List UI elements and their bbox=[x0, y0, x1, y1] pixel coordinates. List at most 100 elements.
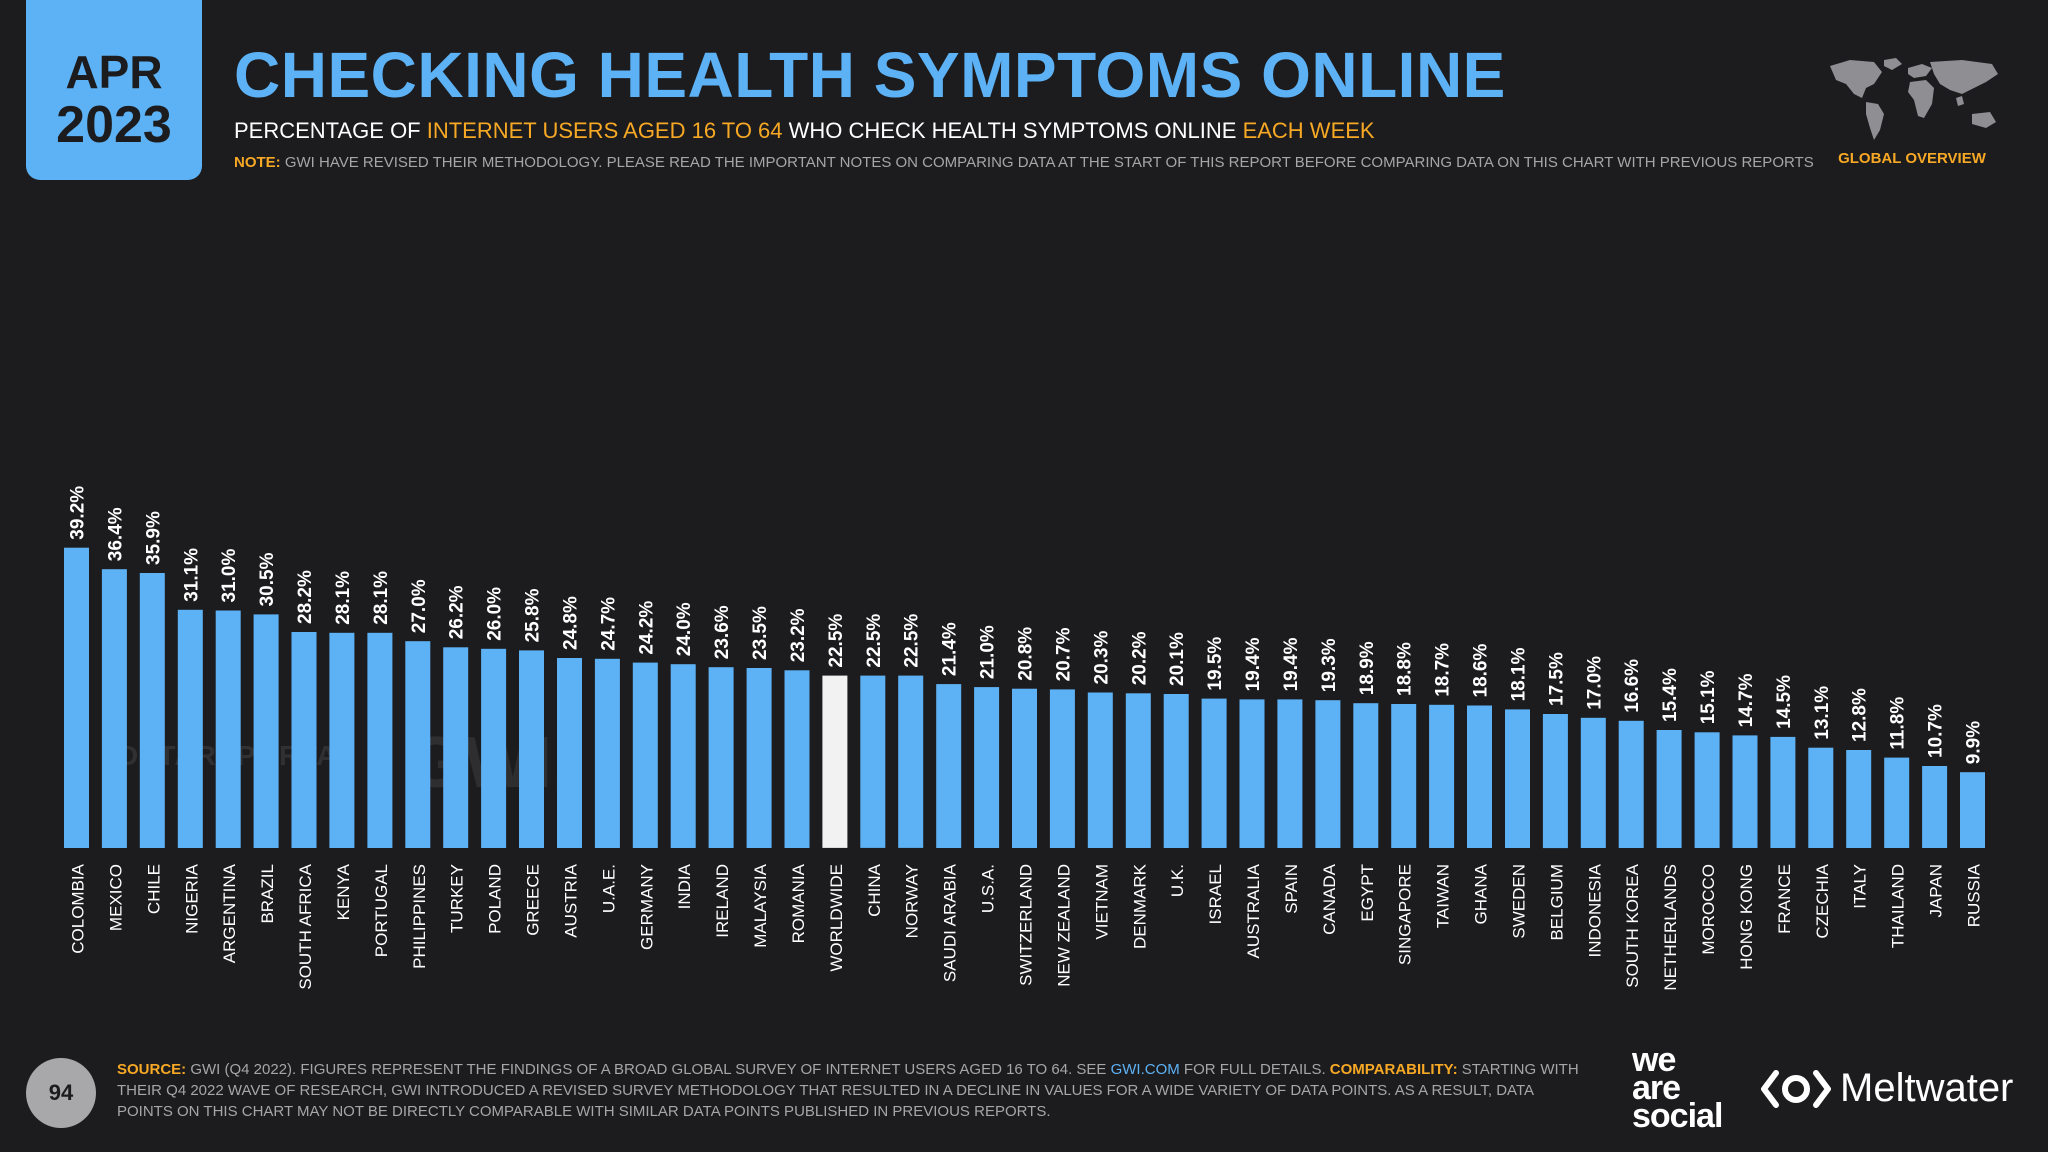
region-label: GLOBAL OVERVIEW bbox=[1838, 150, 1986, 167]
value-label: 10.7% bbox=[1926, 704, 1947, 758]
category-label: SAUDI ARABIA bbox=[941, 863, 960, 982]
bar-switzerland bbox=[1012, 688, 1037, 848]
value-label: 20.2% bbox=[1129, 631, 1150, 685]
category-label: ARGENTINA bbox=[220, 863, 239, 963]
value-label: 18.7% bbox=[1433, 643, 1454, 697]
category-label: COLOMBIA bbox=[69, 863, 88, 953]
category-label: NIGERIA bbox=[182, 863, 201, 934]
bar-sweden bbox=[1505, 709, 1530, 848]
value-label: 31.0% bbox=[219, 549, 240, 603]
category-label: GHANA bbox=[1472, 863, 1491, 924]
value-label: 15.4% bbox=[1660, 668, 1681, 722]
bar-greece bbox=[519, 650, 544, 848]
report-year: 2023 bbox=[56, 96, 172, 154]
bar-singapore bbox=[1391, 704, 1417, 848]
bar-taiwan bbox=[1429, 704, 1455, 848]
methodology-note: NOTE: GWI HAVE REVISED THEIR METHODOLOGY… bbox=[234, 154, 1814, 171]
value-label: 22.5% bbox=[902, 614, 923, 668]
bar-czechia bbox=[1808, 747, 1834, 848]
bar-u-k- bbox=[1163, 694, 1189, 848]
value-label: 23.2% bbox=[788, 608, 809, 662]
subtitle-frequency: EACH WEEK bbox=[1242, 118, 1375, 143]
bar-thailand bbox=[1884, 757, 1910, 848]
bar-denmark bbox=[1125, 693, 1151, 848]
subtitle-part-3: WHO CHECK HEALTH SYMPTOMS ONLINE bbox=[782, 118, 1243, 143]
category-label: AUSTRALIA bbox=[1244, 863, 1263, 958]
category-label: SOUTH AFRICA bbox=[296, 863, 315, 989]
bar-norway bbox=[898, 675, 924, 848]
value-label: 22.5% bbox=[826, 614, 847, 668]
value-label: 26.0% bbox=[485, 587, 506, 641]
value-label: 28.2% bbox=[295, 570, 316, 624]
value-label: 20.3% bbox=[1091, 631, 1112, 685]
page-title: CHECKING HEALTH SYMPTOMS ONLINE bbox=[234, 39, 1506, 111]
value-label: 18.1% bbox=[1509, 647, 1530, 701]
value-label: 14.5% bbox=[1774, 675, 1795, 729]
value-label: 28.1% bbox=[371, 571, 392, 625]
bar-belgium bbox=[1542, 714, 1568, 849]
category-label: JAPAN bbox=[1927, 864, 1946, 918]
bar-vietnam bbox=[1087, 692, 1113, 848]
note-label: NOTE: bbox=[234, 154, 281, 171]
category-label: CHINA bbox=[865, 863, 884, 917]
value-label: 30.5% bbox=[257, 552, 278, 606]
category-label: U.A.E. bbox=[599, 864, 618, 913]
category-label: SWITZERLAND bbox=[1017, 864, 1036, 986]
category-label: GREECE bbox=[524, 864, 543, 936]
bar-israel bbox=[1201, 698, 1227, 848]
bar-hong-kong bbox=[1732, 735, 1758, 848]
logo-are: are bbox=[1632, 1069, 1681, 1107]
value-label: 11.8% bbox=[1888, 697, 1909, 750]
value-label: 27.0% bbox=[409, 579, 430, 633]
subtitle-part-1: PERCENTAGE OF bbox=[234, 118, 427, 143]
source-note: SOURCE: GWI (Q4 2022). FIGURES REPRESENT… bbox=[117, 1059, 1587, 1122]
value-label: 21.0% bbox=[978, 625, 999, 679]
category-label: SWEDEN bbox=[1510, 864, 1529, 939]
bar-morocco bbox=[1694, 732, 1720, 848]
bar-russia bbox=[1960, 772, 1985, 848]
bar-japan bbox=[1922, 766, 1948, 848]
source-text-2: FOR FULL DETAILS. bbox=[1179, 1061, 1330, 1078]
bar-argentina bbox=[215, 610, 241, 848]
value-label: 15.1% bbox=[1698, 670, 1719, 724]
value-label: 23.6% bbox=[712, 605, 733, 659]
value-label: 16.6% bbox=[1622, 659, 1643, 713]
value-label: 18.6% bbox=[1471, 644, 1492, 698]
bar-philippines bbox=[405, 641, 431, 848]
category-label: NEW ZEALAND bbox=[1054, 864, 1073, 987]
source-link[interactable]: GWI.COM bbox=[1110, 1061, 1180, 1078]
category-label: CZECHIA bbox=[1813, 863, 1832, 938]
value-label: 17.0% bbox=[1584, 656, 1605, 710]
value-label: 19.5% bbox=[1205, 637, 1226, 691]
category-label: TURKEY bbox=[448, 864, 467, 933]
source-label: SOURCE: bbox=[117, 1061, 187, 1078]
bar-china bbox=[860, 675, 886, 848]
logo-social: social bbox=[1632, 1097, 1723, 1135]
meltwater-logo: Meltwater bbox=[1760, 1066, 2013, 1111]
bar-romania bbox=[784, 670, 810, 848]
value-label: 19.3% bbox=[1319, 638, 1340, 692]
value-label: 20.1% bbox=[1167, 632, 1188, 686]
category-label: BRAZIL bbox=[258, 864, 277, 924]
chart-subtitle: PERCENTAGE OF INTERNET USERS AGED 16 TO … bbox=[234, 118, 1375, 144]
value-label: 22.5% bbox=[864, 614, 885, 668]
value-label: 9.9% bbox=[1964, 721, 1985, 764]
category-label: SOUTH KOREA bbox=[1623, 863, 1642, 987]
value-label: 19.4% bbox=[1281, 637, 1302, 691]
note-text: GWI HAVE REVISED THEIR METHODOLOGY. PLEA… bbox=[280, 154, 1814, 171]
world-map-icon bbox=[1830, 58, 1998, 140]
bar-india bbox=[670, 664, 696, 848]
category-label: IRELAND bbox=[713, 864, 732, 938]
category-label: MEXICO bbox=[106, 864, 125, 931]
category-label: WORLDWIDE bbox=[827, 864, 846, 972]
value-label: 35.9% bbox=[143, 511, 164, 565]
category-label: GERMANY bbox=[637, 864, 656, 950]
category-label: RUSSIA bbox=[1965, 863, 1984, 927]
logo-we: we bbox=[1632, 1041, 1676, 1079]
category-label: INDONESIA bbox=[1585, 863, 1604, 957]
report-date-tab: APR 2023 bbox=[26, 0, 202, 180]
bar-spain bbox=[1277, 699, 1303, 848]
bar-u-s-a- bbox=[974, 687, 1000, 848]
bar-portugal bbox=[367, 632, 393, 848]
category-label: VIETNAM bbox=[1092, 864, 1111, 940]
